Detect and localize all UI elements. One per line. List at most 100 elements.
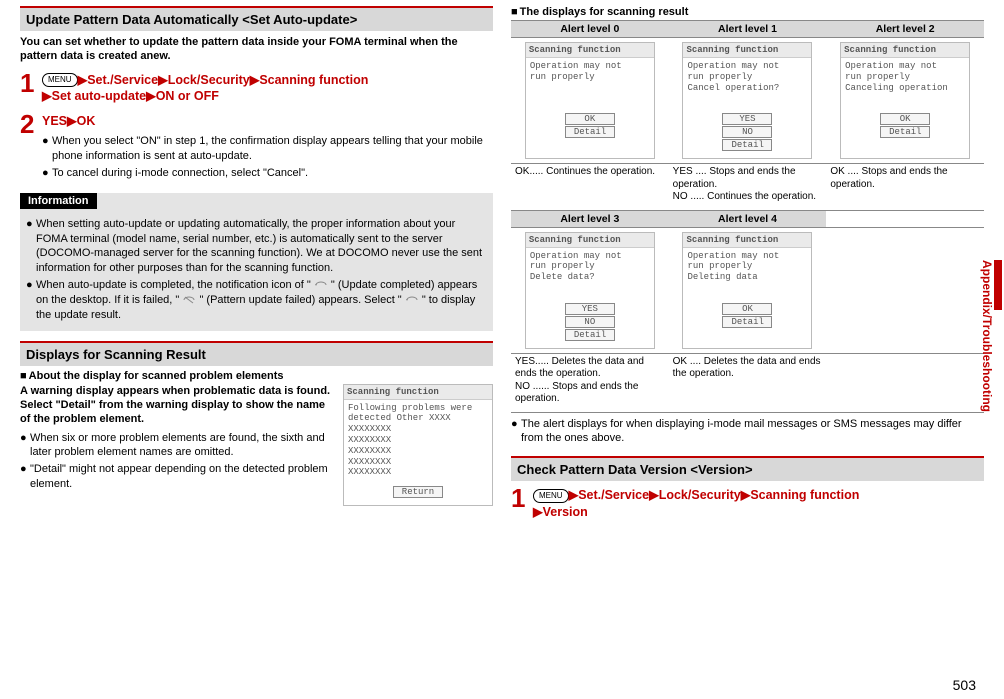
mock-line: Operation may not: [530, 251, 650, 262]
detail-button[interactable]: Detail: [722, 316, 772, 328]
bullet-text: The alert displays for when displaying i…: [521, 417, 984, 447]
grid-header: Alert level 0: [511, 21, 669, 38]
mock-line: XXXXXXXX: [348, 446, 488, 457]
bullet-text: When six or more problem elements are fo…: [30, 431, 335, 461]
section-header-scan-result: Displays for Scanning Result: [20, 341, 493, 366]
bullet-text: When you select "ON" in step 1, the conf…: [52, 134, 493, 164]
mock-title: Scanning function: [841, 43, 969, 58]
update-completed-icon: [314, 280, 328, 290]
mock-line: detected Other XXXX: [348, 413, 488, 424]
mock-title: Scanning function: [683, 233, 811, 248]
detail-button[interactable]: Detail: [880, 126, 930, 138]
sidebar-label: Appendix/Troubleshooting: [980, 260, 994, 412]
step-number: 1: [511, 485, 533, 521]
grid-header: Alert level 4: [669, 211, 827, 228]
mock-line: Canceling operation: [845, 83, 965, 94]
grid-desc: YES .... Stops and ends the operation.NO…: [669, 164, 827, 211]
path-part: Scanning function: [750, 488, 859, 502]
mock-level-3: Scanning function Operation may notrun p…: [525, 232, 655, 349]
bullet: ●To cancel during i-mode connection, sel…: [42, 166, 493, 181]
grid-desc: OK .... Deletes the data and ends the op…: [669, 354, 827, 413]
mock-title: Scanning function: [526, 233, 654, 248]
detail-button[interactable]: Detail: [565, 329, 615, 341]
mock-line: XXXXXXXX: [348, 435, 488, 446]
no-button[interactable]: NO: [722, 126, 772, 138]
path-part: Set./Service: [87, 73, 158, 87]
section-header-version: Check Pattern Data Version <Version>: [511, 456, 984, 481]
bullet-text: When auto-update is completed, the notif…: [36, 278, 487, 323]
step-2: 2 YES▶OK ●When you select "ON" in step 1…: [20, 111, 493, 182]
mock-level-1: Scanning function Operation may notrun p…: [682, 42, 812, 159]
bullet: ●When six or more problem elements are f…: [20, 431, 335, 461]
step-1-line: MENU▶Set./Service▶Lock/Security▶Scanning…: [42, 72, 493, 106]
ok-button[interactable]: OK: [722, 303, 772, 315]
sidebar-bar: [994, 260, 1002, 310]
mock-line: run properly: [530, 261, 650, 272]
detail-button[interactable]: Detail: [565, 126, 615, 138]
text-fragment: " (Pattern update failed) appears. Selec…: [199, 294, 401, 306]
grid-header: Alert level 3: [511, 211, 669, 228]
grid-desc: YES..... Deletes the data and ends the o…: [511, 354, 669, 413]
path-part: Scanning function: [259, 73, 368, 87]
grid-desc: OK .... Stops and ends the operation.: [826, 164, 984, 211]
return-button[interactable]: Return: [393, 486, 443, 498]
step-2-line: YES▶OK: [42, 113, 493, 130]
bullet-text: To cancel during i-mode connection, sele…: [52, 166, 308, 181]
bullet-text: When setting auto-update or updating aut…: [36, 217, 487, 276]
menu-icon: MENU: [42, 73, 78, 87]
bullet: ●The alert displays for when displaying …: [511, 417, 984, 447]
menu-icon: MENU: [533, 489, 569, 503]
mock-line: run properly: [687, 261, 807, 272]
chapter-sidebar: Appendix/Troubleshooting: [980, 260, 1002, 412]
grid-header: Alert level 2: [826, 21, 984, 38]
bullet: ●When you select "ON" in step 1, the con…: [42, 134, 493, 164]
version-step-1: 1 MENU▶Set./Service▶Lock/Security▶Scanni…: [511, 485, 984, 521]
alert-level-grid: Alert level 0 Alert level 1 Alert level …: [511, 20, 984, 413]
desc-line: NO ...... Stops and ends the operation.: [515, 381, 665, 406]
yes-button[interactable]: YES: [722, 113, 772, 125]
mock-line: XXXXXXXX: [348, 467, 488, 478]
mock-line: Delete data?: [530, 272, 650, 283]
mock-line: XXXXXXXX: [348, 424, 488, 435]
mock-line: Deleting data: [687, 272, 807, 283]
mock-line: Cancel operation?: [687, 83, 807, 94]
desc-line: YES .... Stops and ends the operation.: [673, 166, 823, 191]
no-button[interactable]: NO: [565, 316, 615, 328]
bullet: ● When auto-update is completed, the not…: [26, 278, 487, 323]
grid-header: Alert level 1: [669, 21, 827, 38]
path-part: Version: [543, 505, 588, 519]
desc-line: NO ..... Continues the operation.: [673, 191, 823, 204]
mock-level-2: Scanning function Operation may notrun p…: [840, 42, 970, 159]
mock-line: Following problems were: [348, 403, 488, 414]
bullet: ●When setting auto-update or updating au…: [26, 217, 487, 276]
about-bold: A warning display appears when problemat…: [20, 384, 335, 427]
grid-desc: OK..... Continues the operation.: [511, 164, 669, 211]
mock-line: Operation may not: [687, 61, 807, 72]
mock-level-0: Scanning function Operation may notrun p…: [525, 42, 655, 159]
path-part: Lock/Security: [659, 488, 741, 502]
mock-line: run properly: [845, 72, 965, 83]
bullet: ●"Detail" might not appear depending on …: [20, 462, 335, 492]
information-box: Information ●When setting auto-update or…: [20, 193, 493, 331]
path-part: Set auto-update: [52, 89, 146, 103]
mock-line: Operation may not: [687, 251, 807, 262]
mock-line: XXXXXXXX: [348, 457, 488, 468]
auto-update-intro: You can set whether to update the patter…: [20, 35, 493, 64]
ok-button[interactable]: OK: [565, 113, 615, 125]
path-part: Lock/Security: [168, 73, 250, 87]
mock-line: Operation may not: [530, 61, 650, 72]
yes-button[interactable]: YES: [565, 303, 615, 315]
mock-line: run properly: [530, 72, 650, 83]
ok-button[interactable]: OK: [880, 113, 930, 125]
mock-title: Scanning function: [344, 385, 492, 400]
step-1: 1 MENU▶Set./Service▶Lock/Security▶Scanni…: [20, 70, 493, 106]
section-header-auto-update: Update Pattern Data Automatically <Set A…: [20, 6, 493, 31]
update-failed-icon: [182, 295, 196, 305]
step-number: 1: [20, 70, 42, 106]
about-title: About the display for scanned problem el…: [20, 370, 493, 382]
page-number: 503: [953, 677, 976, 693]
version-step-line: MENU▶Set./Service▶Lock/Security▶Scanning…: [533, 487, 984, 521]
detail-button[interactable]: Detail: [722, 139, 772, 151]
path-part: Set./Service: [578, 488, 649, 502]
mock-title: Scanning function: [683, 43, 811, 58]
